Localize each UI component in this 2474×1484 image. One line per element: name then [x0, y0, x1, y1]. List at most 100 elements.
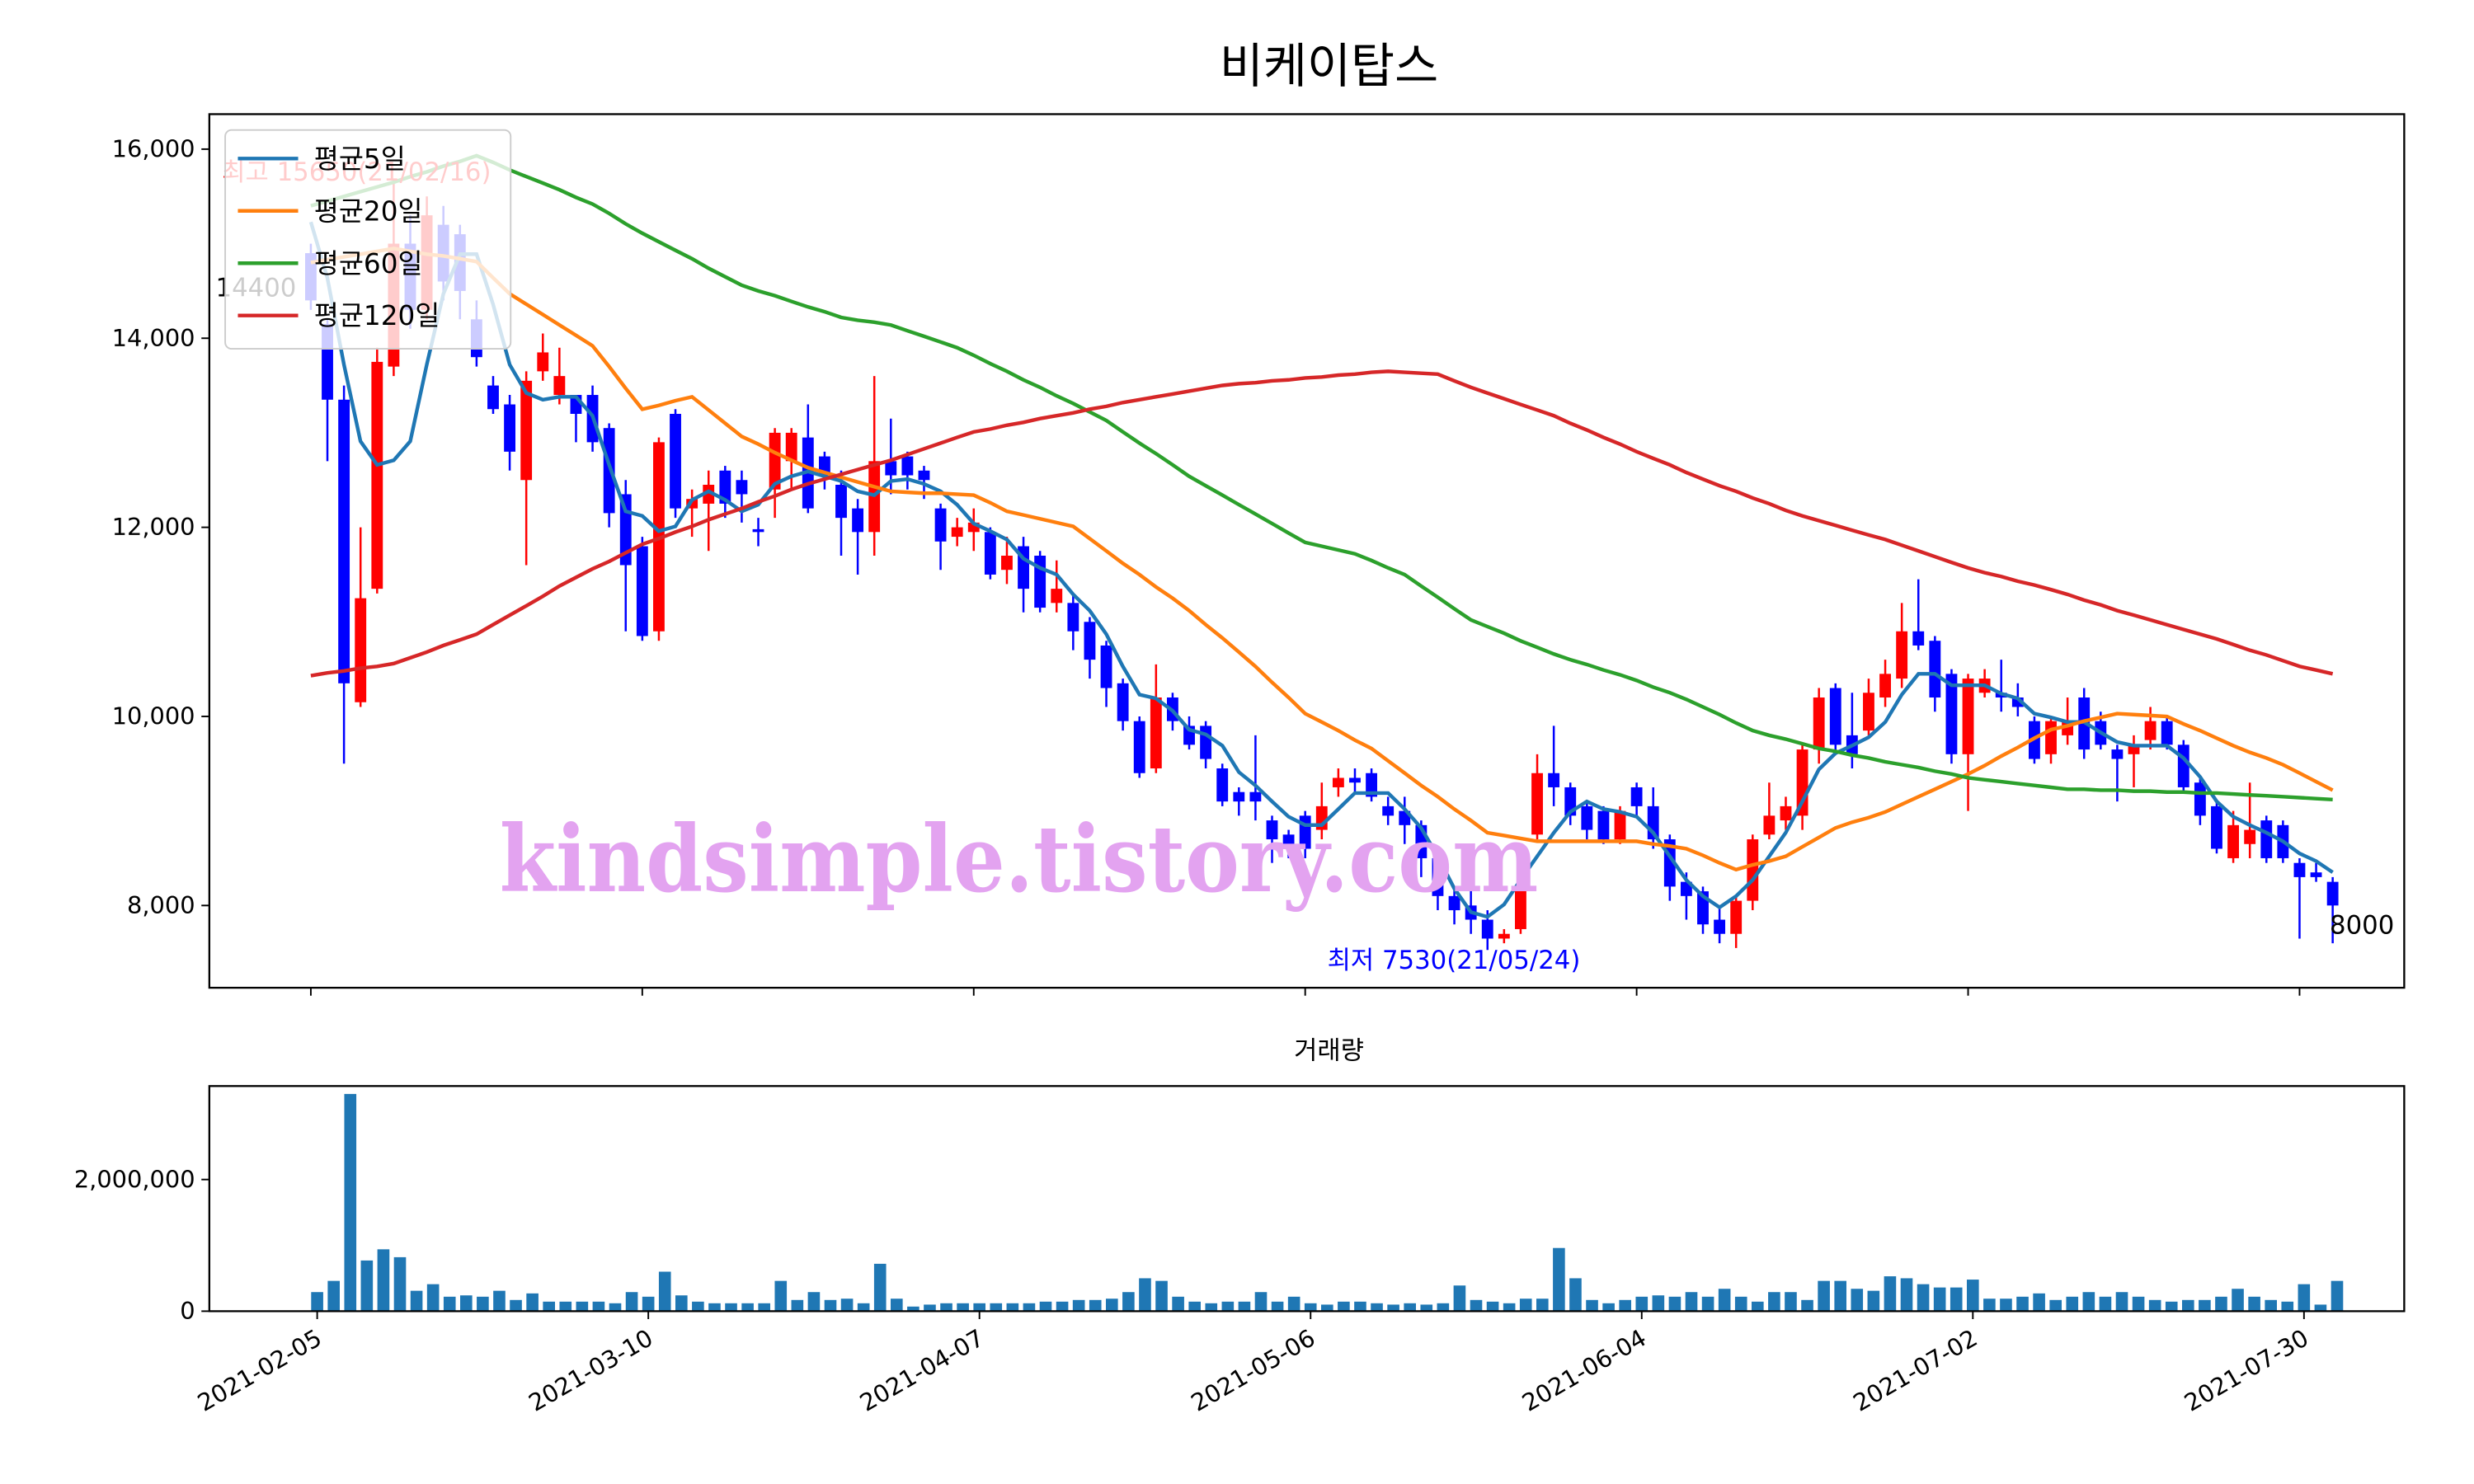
volume-bar — [2000, 1298, 2012, 1312]
volume-bar — [1685, 1292, 1698, 1312]
y-tick-label: 0 — [180, 1297, 195, 1325]
volume-bar — [1271, 1301, 1284, 1312]
volume-bar — [1338, 1301, 1350, 1312]
candle-body — [2011, 697, 2024, 707]
volume-bar — [1536, 1298, 1549, 1312]
volume-bar — [1122, 1292, 1135, 1312]
candle-body — [1515, 886, 1526, 929]
volume-bar — [873, 1263, 887, 1312]
chart-title: 비케이탑스 — [1220, 38, 1438, 94]
volume-bar — [2066, 1296, 2079, 1312]
candle-body — [2161, 721, 2173, 745]
candle-body — [355, 598, 367, 702]
volume-bar — [857, 1303, 870, 1312]
ma-line — [308, 221, 2334, 919]
volume-bar — [1602, 1303, 1615, 1312]
candle-body — [1051, 589, 1063, 603]
candle-body — [636, 546, 648, 636]
volume-bar — [1851, 1289, 1864, 1312]
candle-body — [1448, 895, 1460, 911]
volume-bar — [2099, 1296, 2112, 1312]
volume-bar — [311, 1292, 323, 1312]
y-tick-label: 16,000 — [112, 135, 195, 163]
ma-line — [310, 247, 2334, 872]
watermark: kindsimple.tistory.com — [500, 805, 1539, 913]
volume-bar — [393, 1256, 407, 1312]
candle-body — [901, 456, 914, 476]
candle-body — [2310, 872, 2322, 877]
volume-bar — [1072, 1299, 1085, 1312]
candle-body — [2144, 721, 2157, 740]
volume-bar — [1734, 1296, 1747, 1312]
volume-bar — [2314, 1304, 2327, 1312]
annotation: 최저 7530(21/05/24) — [1328, 946, 1581, 975]
candle-body — [338, 399, 350, 683]
candle-body — [951, 527, 963, 538]
candle-body — [736, 480, 748, 495]
candle-body — [918, 470, 930, 481]
candle-body — [1548, 773, 1560, 787]
volume-bar — [1006, 1303, 1019, 1312]
volume-bar — [510, 1299, 522, 1312]
volume-bar — [2132, 1296, 2145, 1312]
panel-title: 거래량 — [1294, 1036, 1364, 1066]
candle-body — [2128, 744, 2140, 754]
volume-bar — [1586, 1299, 1598, 1312]
candle-body — [2293, 862, 2306, 877]
candle-body — [1100, 645, 1112, 688]
volume-bar — [1139, 1278, 1151, 1312]
volume-bar — [807, 1292, 821, 1312]
volume-bar — [2049, 1299, 2062, 1312]
volume-bar — [1503, 1303, 1516, 1312]
candle-body — [686, 499, 698, 509]
volume-bar — [625, 1292, 638, 1312]
volume-bar — [2298, 1284, 2311, 1312]
candle-body — [1896, 631, 1908, 679]
candle-body — [885, 461, 897, 476]
legend-box — [224, 129, 512, 350]
volume-bar — [990, 1303, 1003, 1312]
candle-body — [487, 385, 499, 410]
candle-body — [1216, 768, 1229, 802]
volume-bar — [1701, 1296, 1714, 1312]
candle-body — [537, 352, 549, 372]
candle-body — [1962, 679, 1974, 754]
axes-frame — [208, 1085, 2406, 1313]
volume-bar — [443, 1296, 456, 1312]
candle-body — [1581, 805, 1593, 830]
volume-bar — [1983, 1298, 1996, 1312]
candle-body — [785, 432, 797, 462]
y-tick-label: 2,000,000 — [74, 1165, 195, 1193]
candle-body — [852, 508, 864, 533]
volume-bar — [940, 1303, 952, 1312]
volume-bar — [609, 1303, 622, 1312]
candle-body — [1945, 674, 1958, 754]
volume-bar — [543, 1301, 555, 1312]
legend-label: 평균5일 — [314, 143, 406, 175]
volume-bar — [791, 1299, 804, 1312]
candle-body — [835, 484, 847, 519]
candle-body — [603, 428, 615, 514]
volume-bar — [2215, 1296, 2227, 1312]
volume-bar — [1470, 1299, 1483, 1312]
volume-bar — [2331, 1280, 2344, 1312]
ma-line — [310, 153, 2333, 802]
candle-body — [1332, 777, 1344, 787]
volume-bar — [1884, 1276, 1897, 1312]
volume-bar — [1321, 1304, 1333, 1312]
candle-body — [2326, 881, 2339, 906]
candle-body — [2244, 829, 2256, 844]
candle-body — [1133, 721, 1145, 773]
volume-bar — [1569, 1278, 1582, 1312]
candle-body — [1780, 805, 1792, 821]
volume-bar — [741, 1303, 754, 1312]
volume-bar — [840, 1298, 854, 1312]
candle-body — [2194, 782, 2206, 816]
volume-bar — [1553, 1247, 1565, 1312]
volume-bar — [1785, 1292, 1797, 1312]
candle-body — [769, 432, 781, 490]
volume-bar — [360, 1260, 374, 1312]
candle-body — [984, 532, 996, 575]
annotation: 8000 — [2330, 911, 2394, 941]
